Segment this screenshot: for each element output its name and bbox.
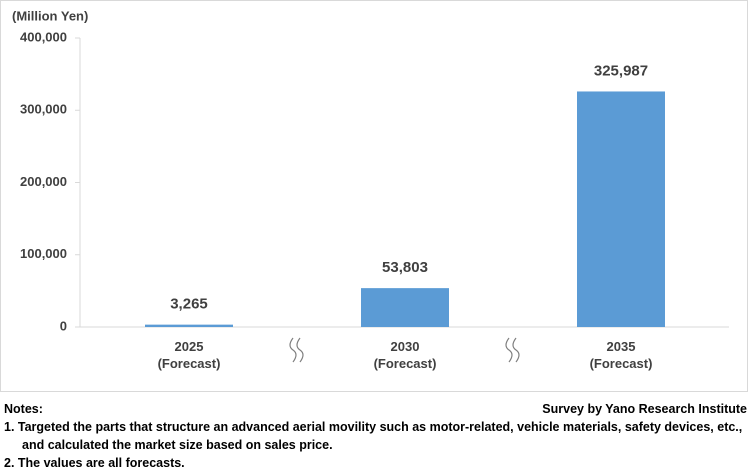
y-tick-label: 100,000 [20,246,67,261]
y-tick-label: 0 [60,318,67,333]
bar [361,288,449,327]
bar [577,91,665,327]
chart-frame [0,0,748,392]
y-tick-label: 200,000 [20,174,67,189]
value-label: 3,265 [170,296,208,313]
axis-break [289,337,520,363]
y-unit: (Million Yen) [12,8,88,23]
y-tick-label: 300,000 [20,102,67,117]
x-tick-label: 2025 (Forecast) [157,339,221,371]
x-tick-label: 2030 (Forecast) [373,339,437,371]
x-tick-label: 2035 (Forecast) [589,339,653,371]
value-label: 53,803 [382,259,428,276]
notes-heading: Notes: [4,402,43,416]
note-item: 2. The values are all forecasts. [4,456,185,470]
value-label: 325,987 [594,62,648,79]
y-tick-label: 400,000 [20,29,67,44]
bar [145,324,233,327]
source: Survey by Yano Research Institute [542,402,747,416]
note-item: 1. Targeted the parts that structure an … [4,420,743,452]
